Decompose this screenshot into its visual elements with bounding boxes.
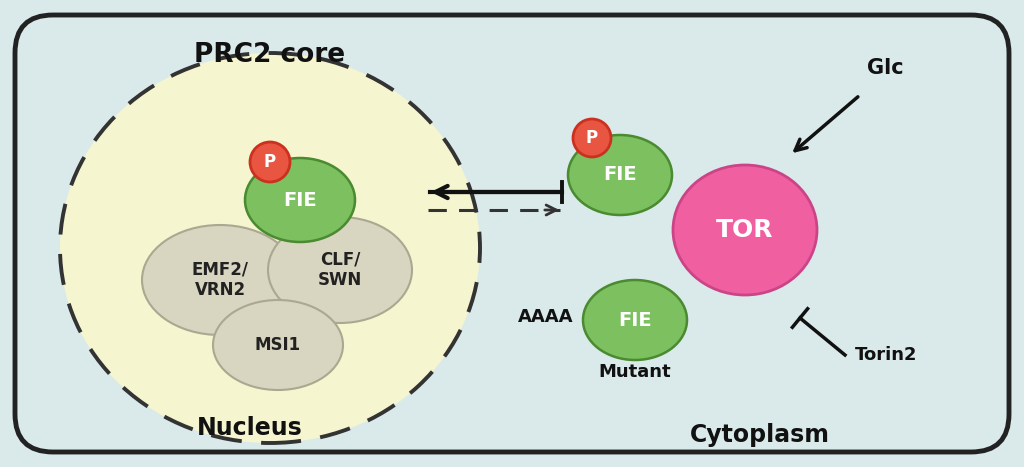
Circle shape [250, 142, 290, 182]
Ellipse shape [245, 158, 355, 242]
Text: P: P [264, 153, 276, 171]
Text: Torin2: Torin2 [855, 346, 918, 364]
Ellipse shape [268, 217, 412, 323]
Text: Nucleus: Nucleus [198, 416, 303, 440]
Ellipse shape [142, 225, 298, 335]
FancyBboxPatch shape [15, 15, 1009, 452]
Text: FIE: FIE [603, 165, 637, 184]
Text: P: P [586, 129, 598, 147]
Text: MSI1: MSI1 [255, 336, 301, 354]
Text: AAAA: AAAA [517, 308, 573, 326]
Text: FIE: FIE [618, 311, 652, 330]
Text: Mutant: Mutant [599, 363, 672, 381]
Text: Cytoplasm: Cytoplasm [690, 423, 830, 447]
Text: Glc: Glc [866, 58, 903, 78]
Ellipse shape [583, 280, 687, 360]
Ellipse shape [60, 53, 480, 443]
Circle shape [573, 119, 611, 157]
Ellipse shape [568, 135, 672, 215]
Text: FIE: FIE [284, 191, 316, 210]
Text: CLF/
SWN: CLF/ SWN [317, 251, 362, 290]
Text: TOR: TOR [716, 218, 774, 242]
Ellipse shape [673, 165, 817, 295]
Ellipse shape [213, 300, 343, 390]
Text: PRC2 core: PRC2 core [195, 42, 345, 68]
Text: EMF2/
VRN2: EMF2/ VRN2 [191, 261, 249, 299]
